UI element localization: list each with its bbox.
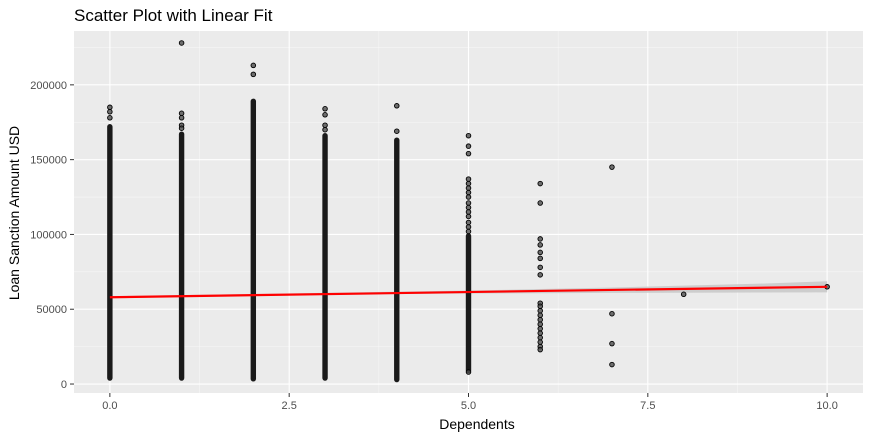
data-point	[465, 369, 472, 375]
x-tick-label: 7.5	[640, 400, 655, 412]
data-point	[537, 200, 543, 206]
data-point	[537, 303, 543, 309]
y-tick-label: 100000	[30, 229, 67, 241]
data-point	[465, 213, 472, 220]
data-point	[609, 164, 615, 170]
x-tick-label: 2.5	[282, 400, 297, 412]
data-point	[107, 115, 113, 121]
data-point	[107, 109, 113, 115]
fit-line	[109, 285, 828, 299]
data-point	[465, 219, 472, 226]
data-point	[465, 180, 472, 187]
data-point	[609, 310, 615, 317]
data-point	[394, 103, 400, 109]
data-point	[537, 325, 543, 332]
data-point	[537, 236, 543, 242]
data-point	[394, 128, 400, 134]
data-point	[465, 132, 472, 139]
data-point	[178, 125, 185, 131]
data-point	[537, 334, 543, 341]
data-point	[322, 106, 328, 112]
data-point	[537, 255, 543, 262]
data-point	[250, 71, 257, 78]
x-tick-label: 5.0	[461, 400, 476, 412]
data-point	[465, 185, 472, 191]
data-point	[537, 242, 543, 248]
y-axis-title: Loan Sanction Amount USD	[6, 126, 22, 300]
data-point	[465, 204, 472, 211]
data-point	[537, 307, 543, 314]
data-point	[322, 126, 328, 133]
data-point	[537, 180, 543, 187]
data-point	[680, 291, 687, 298]
y-tick-label: 200000	[30, 80, 67, 92]
y-tick-label: 50000	[36, 304, 67, 316]
y-axis: 0 50000 100000 150000 200000	[30, 80, 74, 391]
x-axis-title: Dependents	[439, 416, 515, 432]
data-point	[322, 112, 328, 118]
chart-title: Scatter Plot with Linear Fit	[74, 6, 273, 25]
data-point	[537, 330, 543, 336]
data-point	[465, 224, 472, 230]
data-point	[465, 200, 472, 206]
y-tick-label: 150000	[30, 155, 67, 167]
data-point	[609, 361, 615, 368]
data-point	[465, 176, 472, 182]
fit-line-layer	[109, 285, 828, 299]
data-point	[537, 249, 543, 256]
data-point	[465, 143, 472, 149]
x-tick-label: 10.0	[816, 400, 837, 412]
data-point	[537, 264, 543, 271]
data-point	[609, 340, 615, 347]
data-point	[537, 272, 543, 278]
data-point	[465, 194, 472, 200]
data-point	[537, 346, 543, 353]
data-points	[107, 40, 830, 375]
data-point	[322, 122, 328, 128]
data-point	[537, 321, 543, 327]
x-tick-label: 0.0	[102, 400, 117, 412]
data-point	[537, 316, 543, 323]
point-columns	[107, 98, 472, 383]
data-point	[250, 62, 257, 69]
y-tick-label: 0	[61, 379, 67, 391]
data-point	[107, 104, 113, 111]
data-point	[178, 40, 185, 46]
data-point	[465, 189, 472, 196]
data-point	[537, 312, 543, 318]
data-point	[537, 339, 543, 345]
data-point	[178, 115, 185, 121]
x-axis: 0.0 2.5 5.0 7.5 10.0	[102, 393, 838, 412]
data-point	[465, 228, 472, 235]
data-point	[465, 150, 472, 157]
data-point	[178, 110, 185, 117]
data-point	[465, 209, 472, 215]
